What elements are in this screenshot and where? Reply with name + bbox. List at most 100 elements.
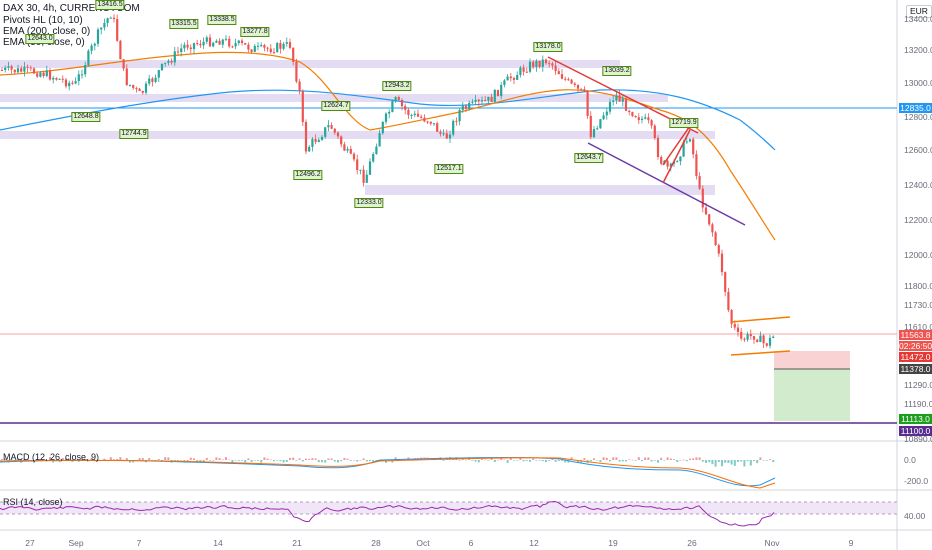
macd-bar	[749, 460, 752, 466]
macd-bar	[266, 458, 269, 460]
stop-loss-zone	[774, 351, 850, 369]
macd-bar	[567, 460, 570, 463]
pivots-legend[interactable]: Pivots HL (10, 10)	[3, 15, 83, 26]
entry-tag: 11378.0	[899, 364, 932, 374]
candle-body	[148, 78, 151, 84]
candle-body	[551, 63, 554, 66]
macd-bar	[653, 460, 656, 461]
macd-bar	[353, 459, 355, 461]
macd-bar	[298, 458, 301, 460]
macd-bar	[119, 457, 122, 460]
candle-body	[141, 90, 144, 93]
candle-body	[538, 60, 541, 67]
rsi-legend[interactable]: RSI (14, close)	[3, 497, 63, 507]
candle-body	[346, 148, 349, 151]
macd-bar	[551, 458, 554, 460]
macd-bar	[532, 458, 535, 460]
time-tick: Nov	[764, 538, 780, 548]
candle-body	[333, 128, 336, 133]
macd-bar	[650, 460, 653, 462]
candle-body	[439, 131, 442, 134]
ema50-line	[0, 51, 776, 241]
candle-body	[624, 98, 628, 111]
candle-body	[749, 334, 752, 337]
price-tick: 13000.0	[904, 78, 932, 88]
macd-bar	[596, 460, 599, 461]
candle-body	[61, 78, 64, 80]
macd-bar	[743, 460, 746, 467]
candle-body	[420, 116, 423, 118]
macd-bar	[157, 458, 160, 460]
macd-bar	[666, 457, 669, 460]
candle-body	[164, 62, 167, 64]
macd-bar	[724, 460, 727, 463]
macd-bar	[391, 460, 394, 463]
macd-bar	[385, 460, 387, 463]
macd-bar	[372, 460, 375, 462]
macd-bar	[289, 457, 291, 460]
macd-bar	[538, 460, 541, 461]
macd-bar	[282, 460, 285, 463]
candle-body	[48, 70, 52, 80]
candle-body	[52, 77, 55, 80]
macd-bar	[519, 457, 522, 460]
macd-bar	[484, 459, 487, 461]
candle-body	[20, 68, 23, 72]
candlestick-series	[0, 14, 775, 349]
candle-body	[154, 77, 157, 82]
macd-legend[interactable]: MACD (12, 26, close, 9)	[3, 452, 100, 462]
candle-body	[320, 136, 324, 140]
stop-loss-tag: 11472.0	[899, 352, 932, 362]
candle-body	[144, 83, 148, 93]
macd-bar	[180, 460, 183, 461]
candle-body	[656, 137, 660, 158]
macd-bar	[215, 457, 218, 460]
candle-body	[695, 154, 698, 177]
candle-body	[685, 141, 688, 143]
macd-tick: -200.0	[904, 476, 929, 486]
macd-bar	[301, 460, 304, 462]
candle-body	[596, 128, 599, 130]
candle-body	[426, 121, 429, 123]
candle-body	[10, 66, 13, 70]
candle-body	[506, 76, 509, 81]
candle-body	[0, 70, 4, 71]
candle-body	[29, 67, 32, 69]
macd-bar	[314, 458, 317, 460]
candle-body	[192, 43, 196, 50]
candle-body	[93, 43, 96, 46]
candle-body	[228, 38, 231, 47]
candle-body	[23, 66, 26, 72]
time-tick: 28	[371, 538, 381, 548]
macd-bar	[125, 458, 128, 460]
candle-body	[541, 59, 544, 67]
candle-body	[196, 43, 199, 45]
ema200-legend[interactable]: EMA (200, close, 0)	[3, 26, 91, 37]
candle-body	[432, 123, 436, 125]
candle-body	[752, 336, 756, 340]
candle-body	[436, 123, 439, 132]
macd-bar	[509, 457, 512, 460]
candle-body	[269, 48, 272, 53]
candle-body	[701, 188, 704, 208]
price-tick: 10890.0	[904, 434, 932, 444]
candle-body	[311, 139, 314, 147]
candle-body	[583, 89, 586, 91]
candle-body	[631, 112, 634, 116]
candle-body	[74, 81, 77, 84]
macd-bar	[583, 458, 586, 460]
candle-body	[692, 139, 695, 155]
candle-body	[637, 117, 640, 121]
candle-body	[660, 157, 663, 164]
macd-bar	[631, 459, 634, 461]
candle-body	[170, 60, 173, 63]
candle-body	[644, 117, 647, 119]
symbol-legend[interactable]: DAX 30, 4h, CURRENCYCOM	[3, 3, 140, 14]
macd-bar	[759, 457, 762, 460]
pivot-label: 12624.7	[321, 101, 351, 111]
candle-body	[647, 117, 650, 121]
currency-button[interactable]: EUR	[906, 5, 932, 18]
candle-body	[349, 148, 352, 154]
macd-bar	[247, 458, 250, 460]
